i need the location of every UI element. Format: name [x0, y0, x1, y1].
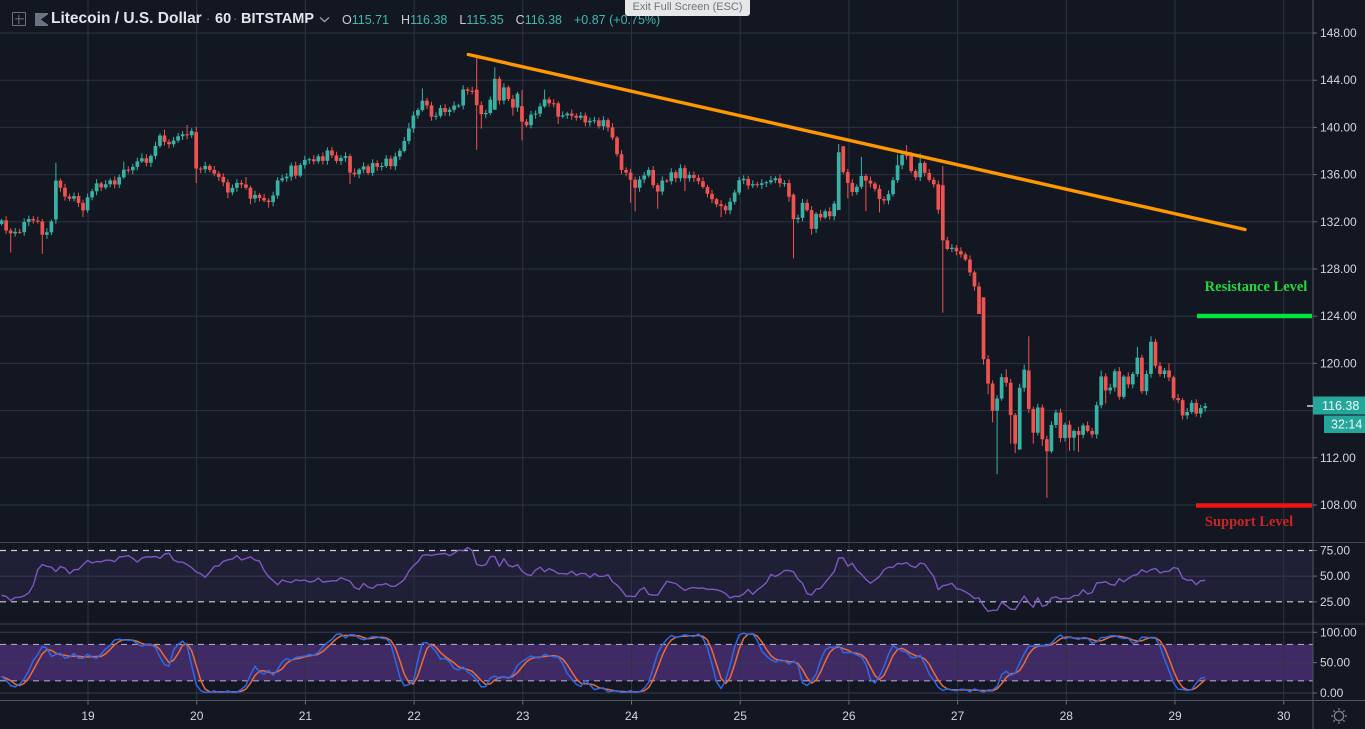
svg-text:29: 29 — [1168, 709, 1182, 723]
svg-text:Resistance Level: Resistance Level — [1205, 279, 1308, 295]
svg-text:23: 23 — [516, 709, 530, 723]
svg-text:25.00: 25.00 — [1320, 595, 1350, 609]
svg-text:148.00: 148.00 — [1320, 26, 1357, 40]
svg-text:120.00: 120.00 — [1320, 356, 1357, 370]
svg-text:100.00: 100.00 — [1320, 625, 1357, 639]
svg-text:140.00: 140.00 — [1320, 120, 1357, 134]
svg-text:32:14: 32:14 — [1331, 418, 1362, 432]
svg-text:28: 28 — [1060, 709, 1074, 723]
svg-text:132.00: 132.00 — [1320, 215, 1357, 229]
svg-text:124.00: 124.00 — [1320, 309, 1357, 323]
svg-text:27: 27 — [951, 709, 965, 723]
svg-text:75.00: 75.00 — [1320, 544, 1350, 558]
svg-text:0.00: 0.00 — [1320, 686, 1344, 700]
svg-text:50.00: 50.00 — [1320, 569, 1350, 583]
svg-text:128.00: 128.00 — [1320, 262, 1357, 276]
svg-text:19: 19 — [81, 709, 95, 723]
svg-text:Support Level: Support Level — [1205, 514, 1293, 530]
svg-text:108.00: 108.00 — [1320, 498, 1357, 512]
svg-text:112.00: 112.00 — [1320, 451, 1356, 465]
svg-text:26: 26 — [842, 709, 856, 723]
svg-text:136.00: 136.00 — [1320, 168, 1357, 182]
svg-text:50.00: 50.00 — [1320, 656, 1350, 670]
svg-text:30: 30 — [1277, 709, 1291, 723]
svg-text:22: 22 — [407, 709, 421, 723]
svg-text:24: 24 — [625, 709, 639, 723]
svg-text:144.00: 144.00 — [1320, 73, 1357, 87]
svg-text:21: 21 — [299, 709, 313, 723]
svg-text:116.38: 116.38 — [1322, 399, 1359, 413]
svg-text:20: 20 — [190, 709, 204, 723]
svg-text:25: 25 — [734, 709, 748, 723]
